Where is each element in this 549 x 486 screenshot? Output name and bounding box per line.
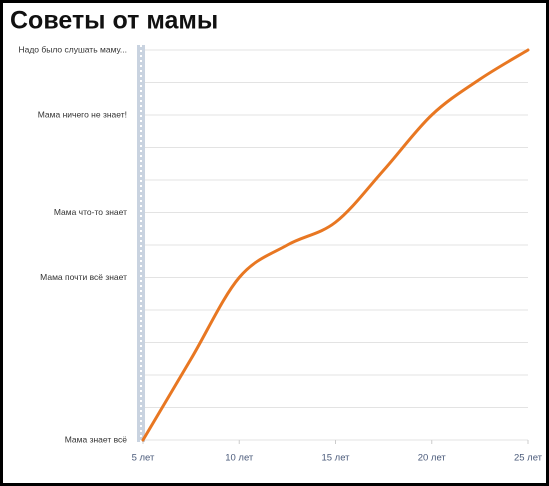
y-tick-label: Мама что-то знает (54, 207, 127, 217)
y-tick-label: Мама знает всё (65, 434, 128, 444)
x-tick-label: 20 лет (418, 453, 447, 464)
x-tick-label: 15 лет (321, 453, 350, 464)
line (141, 48, 530, 442)
y-tick-label: Надо было слушать маму... (18, 44, 127, 54)
y-axis-band (137, 45, 145, 442)
y-tick-label: Мама почти всё знает (40, 272, 127, 282)
x-tick-label: 25 лет (514, 453, 543, 464)
y-tick-label: Мама ничего не знает! (38, 109, 127, 119)
chart-title: Советы от мамы (10, 7, 218, 35)
x-tick-label: 10 лет (225, 453, 254, 464)
x-tick-label: 5 лет (132, 453, 155, 464)
